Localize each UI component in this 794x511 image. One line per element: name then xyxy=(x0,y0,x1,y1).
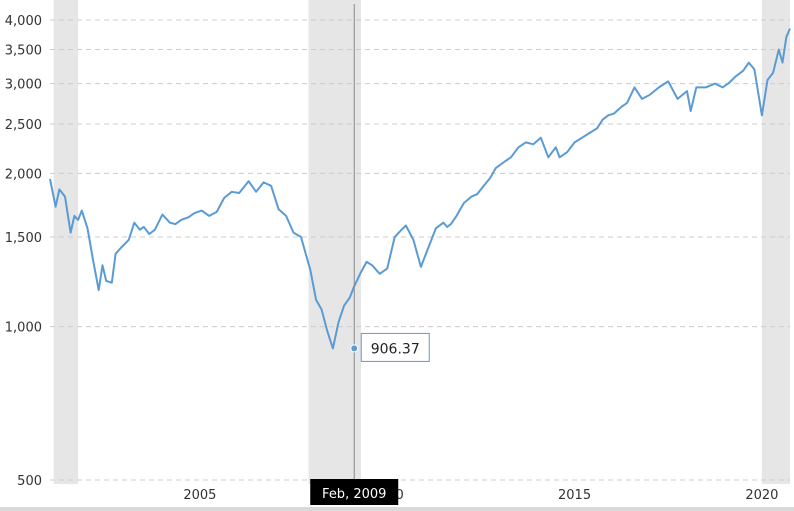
date-tooltip-box xyxy=(310,479,399,505)
x-tick-label: 2015 xyxy=(558,488,591,503)
y-tick-label: 4,000 xyxy=(5,14,42,29)
y-tick-label: 1,500 xyxy=(5,231,42,246)
horizontal-scrollbar[interactable] xyxy=(0,507,794,511)
hover-point xyxy=(350,344,359,353)
x-tick-label: 2020 xyxy=(745,488,778,503)
y-tick-label: 1,000 xyxy=(5,321,42,336)
y-tick-label: 2,500 xyxy=(5,118,42,133)
gridlines xyxy=(50,19,790,481)
series-lines xyxy=(49,28,791,350)
value-tooltip-label: 906.37 xyxy=(371,341,420,357)
date-tooltip-label: Feb, 2009 xyxy=(322,487,386,502)
recession-band xyxy=(308,0,361,484)
recession-band xyxy=(761,0,790,484)
hover-tooltip[interactable]: 906.37 Feb, 2009 xyxy=(310,4,430,505)
x-tick-label: 2005 xyxy=(183,488,216,503)
series-line xyxy=(49,28,791,350)
y-tick-label: 3,000 xyxy=(5,78,42,93)
y-tick-label: 2,000 xyxy=(5,167,42,182)
y-tick-label: 500 xyxy=(17,474,42,489)
value-tooltip-box xyxy=(360,332,430,362)
y-tick-label: 3,500 xyxy=(5,44,42,59)
x-axis-ticks: 2005201020152020 xyxy=(183,488,778,503)
y-axis-ticks: 500 1,000 1,500 2,000 2,500 3,000 3,500 4,000 xyxy=(5,14,42,489)
recession-bands xyxy=(53,0,790,484)
recession-band xyxy=(53,0,79,484)
